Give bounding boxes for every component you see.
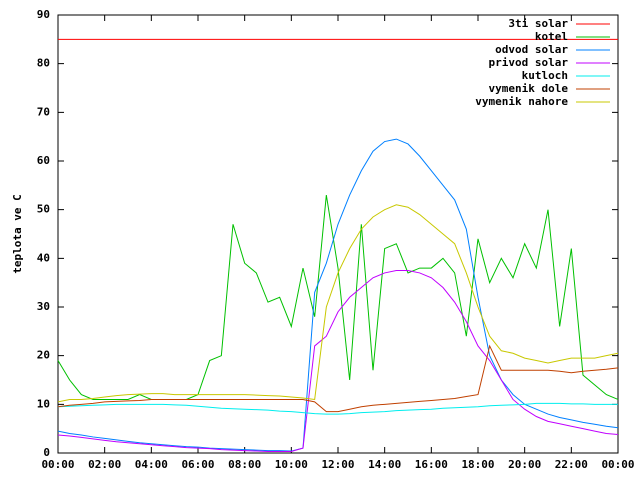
x-tick-label: 10:00 xyxy=(275,458,308,471)
x-tick-label: 20:00 xyxy=(508,458,541,471)
x-tick-label: 06:00 xyxy=(181,458,214,471)
series-line xyxy=(57,402,618,415)
y-tick-label: 30 xyxy=(37,300,50,313)
x-tick-label: 12:00 xyxy=(321,458,354,471)
legend-label: vymenik dole xyxy=(489,82,569,95)
x-tick-label: 14:00 xyxy=(368,458,401,471)
x-tick-label: 02:00 xyxy=(88,458,121,471)
y-tick-label: 80 xyxy=(37,57,50,70)
x-tick-label: 08:00 xyxy=(228,458,261,471)
x-tick-label: 04:00 xyxy=(135,458,168,471)
series-line xyxy=(57,204,619,403)
x-tick-label: 00:00 xyxy=(41,458,74,471)
legend-label: kutloch xyxy=(522,69,568,82)
y-tick-label: 60 xyxy=(37,154,50,167)
x-tick-label: 16:00 xyxy=(415,458,448,471)
y-tick-label: 40 xyxy=(37,251,50,264)
x-tick-label: 22:00 xyxy=(555,458,588,471)
legend-label: 3ti solar xyxy=(508,17,568,30)
series-line xyxy=(57,344,619,413)
legend-label: kotel xyxy=(535,30,568,43)
series-line xyxy=(57,270,619,453)
legend-label: odvod solar xyxy=(495,43,568,56)
legend-label: vymenik nahore xyxy=(475,95,568,108)
y-tick-label: 0 xyxy=(43,446,50,459)
y-tick-label: 90 xyxy=(37,8,50,21)
x-tick-label: 18:00 xyxy=(461,458,494,471)
x-tick-label: 00:00 xyxy=(601,458,634,471)
y-axis-label: teplota ve C xyxy=(11,194,24,273)
y-tick-label: 20 xyxy=(37,349,50,362)
y-tick-label: 10 xyxy=(37,397,50,410)
y-tick-label: 70 xyxy=(37,105,50,118)
y-tick-label: 50 xyxy=(37,203,50,216)
legend-label: privod solar xyxy=(489,56,569,69)
